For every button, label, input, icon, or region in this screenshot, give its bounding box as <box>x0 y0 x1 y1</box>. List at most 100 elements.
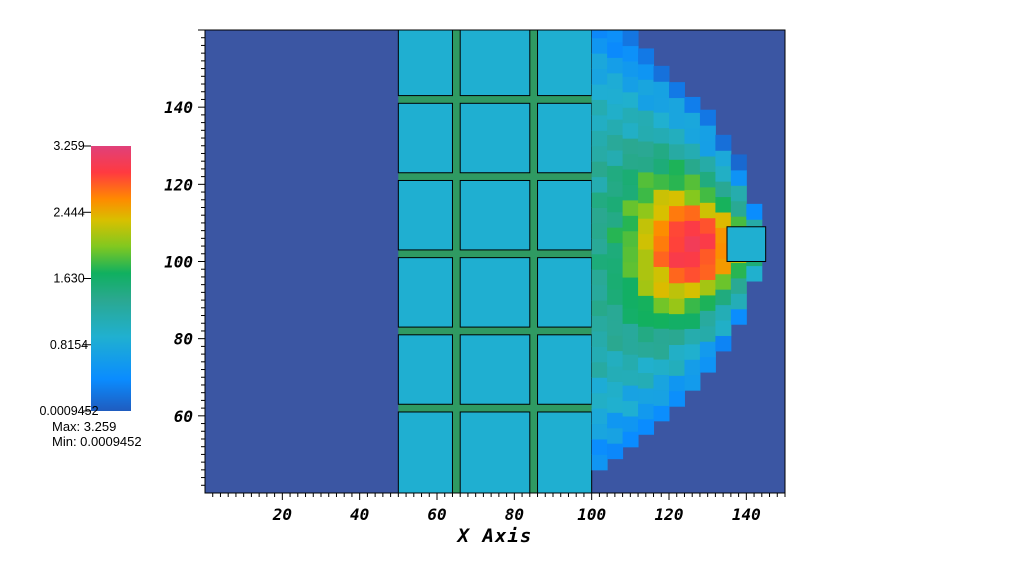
plume-cell <box>684 127 701 144</box>
plume-cell <box>638 403 655 420</box>
plume-cell <box>684 328 701 345</box>
block-cell <box>459 179 531 251</box>
plume-cell <box>653 297 670 314</box>
plume-cell <box>730 262 747 279</box>
plume-cell <box>622 307 639 324</box>
plume-cell <box>591 30 608 39</box>
plume-cell <box>622 153 639 170</box>
plume-cell <box>607 335 624 352</box>
colorbar-min-label: Min: 0.0009452 <box>52 434 142 449</box>
plume-cell <box>607 134 624 151</box>
plume-cell <box>591 284 608 301</box>
plume-cell <box>591 346 608 363</box>
plume-cell <box>622 261 639 278</box>
plume-cell <box>699 186 716 203</box>
plume-cell <box>653 173 670 190</box>
plume-cell <box>715 150 732 167</box>
plume-cell <box>607 103 624 120</box>
plume-cell <box>699 140 716 157</box>
plume-cell <box>607 350 624 367</box>
plume-cell <box>622 184 639 201</box>
plume-cell <box>638 295 655 312</box>
plume-cell <box>684 220 701 237</box>
plume-cell <box>591 130 608 147</box>
plume-cell <box>622 385 639 402</box>
plume-cell <box>715 320 732 336</box>
plume-cell <box>653 220 670 237</box>
plume-cell <box>607 72 624 89</box>
colorbar-tick-label: 0.8154 <box>50 338 88 352</box>
plume-cell <box>622 199 639 216</box>
plume-cell <box>684 374 701 391</box>
plume-cell <box>622 400 639 417</box>
plume-cell <box>669 128 685 145</box>
plume-cell <box>622 246 639 263</box>
plume-cell <box>591 53 608 70</box>
plume-cell <box>607 412 624 429</box>
plume-cell <box>591 361 608 378</box>
plume-cell <box>622 61 639 77</box>
plume-cell <box>591 99 608 116</box>
plume-cell <box>607 443 624 460</box>
plume-cell <box>669 236 685 253</box>
plume-cell <box>607 119 624 136</box>
plume-cell <box>622 230 639 247</box>
plume-cell <box>622 431 639 448</box>
block-cell <box>537 257 593 328</box>
plume-cell <box>669 97 685 114</box>
plume-cell <box>638 357 655 374</box>
plume-cell <box>607 304 624 321</box>
plume-cell <box>669 251 685 268</box>
plume-cells <box>591 30 763 471</box>
block-cell <box>397 179 453 251</box>
plume-cell <box>715 304 732 321</box>
plume-cell <box>591 330 608 347</box>
plume-cell <box>591 454 608 471</box>
plume-cell <box>730 154 747 171</box>
plume-cell <box>669 159 685 176</box>
plume-cell <box>607 273 624 290</box>
plume-cell <box>607 88 624 105</box>
plume-cell <box>653 312 670 329</box>
plume-cell <box>684 174 701 191</box>
plume-cell <box>607 149 624 166</box>
plume-cell <box>669 143 685 160</box>
plume-cell <box>638 372 655 389</box>
y-tick-label: 140 <box>164 98 193 117</box>
plume-cell <box>638 171 655 188</box>
y-tick-label: 100 <box>164 253 193 272</box>
block-cell <box>397 257 453 328</box>
plume-cell <box>622 138 639 155</box>
plume-cell <box>607 57 624 74</box>
plume-cell <box>669 221 685 237</box>
plume-cell <box>638 187 655 204</box>
plume-cell <box>607 319 624 336</box>
block-cell <box>459 257 531 328</box>
plume-cell <box>607 41 624 58</box>
x-tick-label: 140 <box>732 505 761 524</box>
plume-cell <box>607 165 624 182</box>
colorbar-tick-label: 3.259 <box>53 139 84 153</box>
plume-cell <box>638 387 655 404</box>
colorbar-tick-label: 0.0009452 <box>39 404 98 418</box>
plume-cell <box>638 326 655 343</box>
x-axis: 20 40 60 80 100 120 140 <box>212 493 786 524</box>
plume-cell <box>591 269 608 286</box>
x-tick-label: 40 <box>350 505 369 524</box>
plume-cell <box>669 205 685 222</box>
plume-cell <box>684 251 701 268</box>
plume-cell <box>591 37 608 54</box>
colorbar-ticks: 3.259 2.444 1.630 0.8154 0.0009452 <box>39 139 98 418</box>
plume-cell <box>591 392 608 409</box>
plume-cell <box>653 281 670 298</box>
plume-cell <box>607 180 624 197</box>
plume-cell <box>684 312 701 329</box>
plume-cell <box>669 359 685 376</box>
plume-cell <box>591 408 608 425</box>
plume-cell <box>638 341 655 358</box>
block-cell <box>537 102 593 174</box>
y-axis: 60 80 100 120 140 <box>164 29 205 486</box>
plume-cell <box>622 369 639 386</box>
plume-cell <box>622 76 639 93</box>
